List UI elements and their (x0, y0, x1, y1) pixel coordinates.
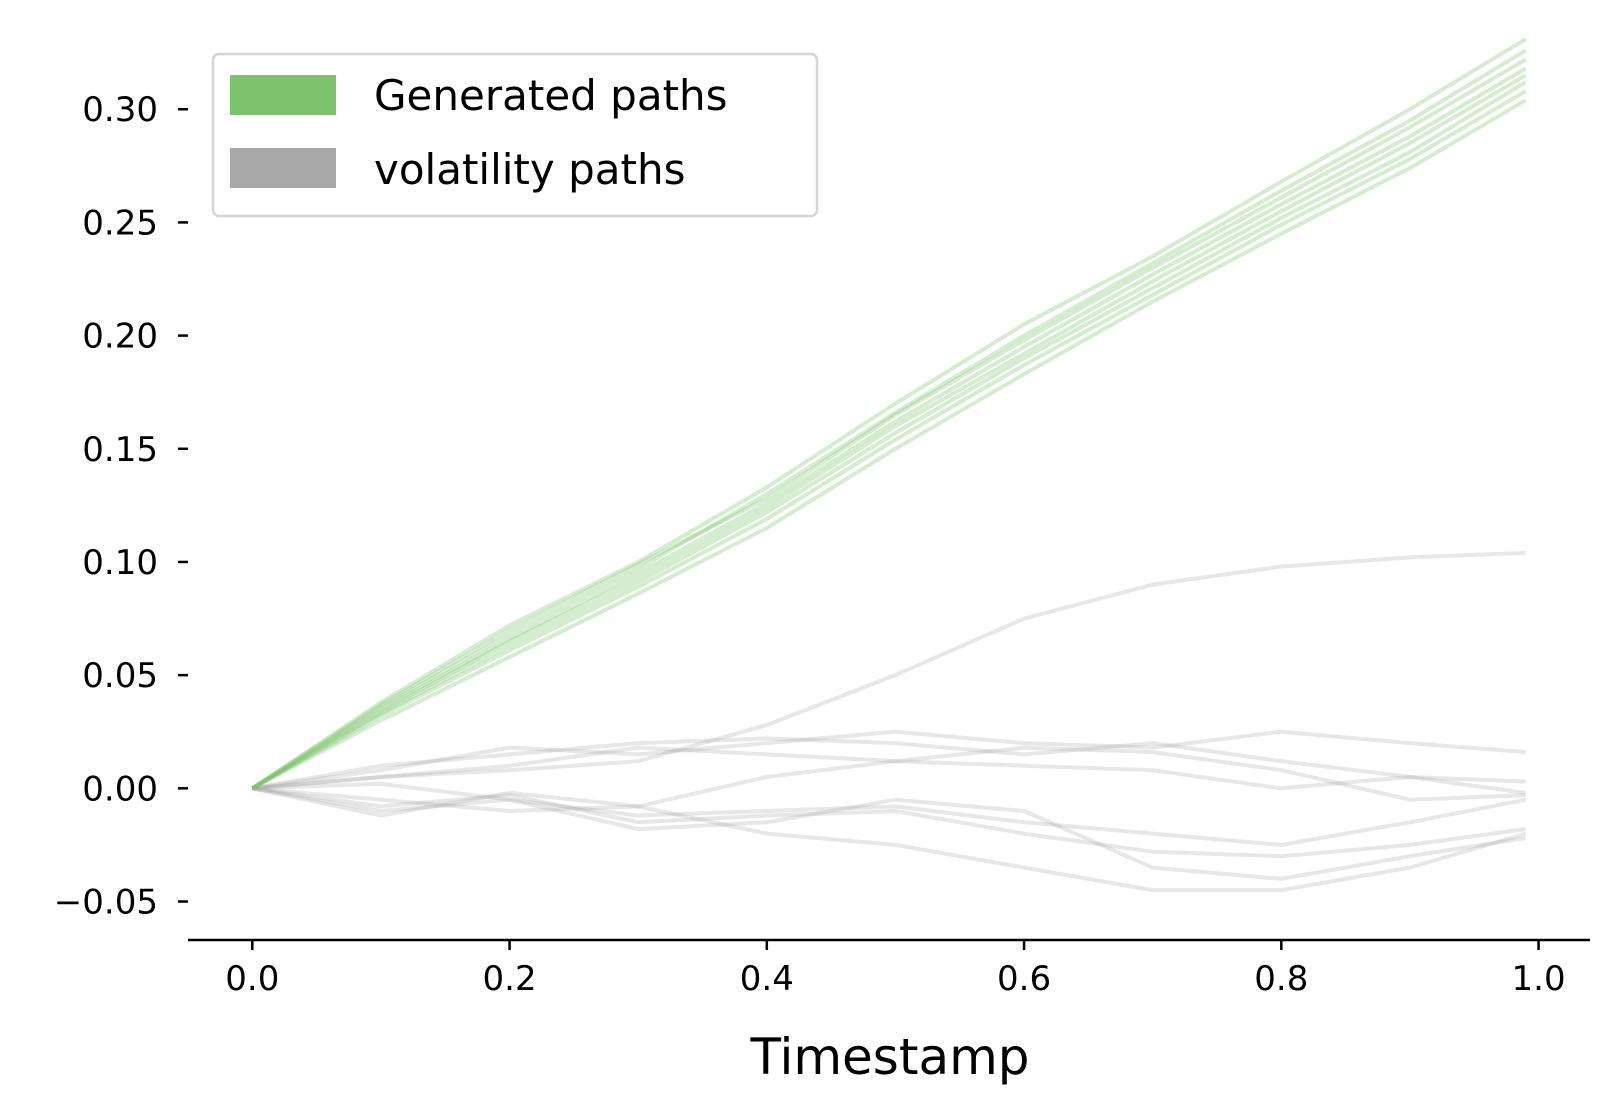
series-line-volatility-14 (252, 786, 1526, 859)
series-layer (251, 37, 1527, 893)
series-line-generated-5 (251, 80, 1527, 791)
y-tick-label: 0.10 (82, 543, 158, 583)
legend-frame (211, 52, 819, 218)
series-line-volatility-12 (252, 759, 1526, 813)
series-line-volatility-15 (251, 786, 1527, 881)
series-line-generated-6 (251, 89, 1527, 791)
series-line-generated-1 (251, 48, 1527, 790)
x-tick-label: 0.2 (483, 959, 537, 999)
y-tick-label: 0.05 (82, 656, 158, 696)
y-axis: −0.05 0.00 0.05 0.10 0.15 0.20 0.25 0.30 (54, 90, 188, 923)
series-line-volatility-10 (251, 736, 1526, 791)
x-tick-label: 0.6 (997, 959, 1051, 999)
series-line-volatility-11 (252, 745, 1526, 802)
y-tick-label: 0.15 (82, 430, 158, 470)
x-tick-label: 1.0 (1512, 959, 1566, 999)
y-tick-label: 0.00 (82, 769, 158, 809)
y-tick-label: 0.25 (82, 203, 158, 243)
y-tick-label: 0.30 (82, 90, 158, 130)
y-tick-label: 0.20 (82, 317, 158, 357)
series-line-volatility-16 (251, 786, 1527, 893)
x-tick-label: 0.0 (225, 959, 279, 999)
y-tick-label: −0.05 (54, 883, 158, 923)
legend-swatch-generated (230, 75, 336, 115)
x-tick-label: 0.8 (1254, 959, 1308, 999)
series-line-generated-7 (251, 98, 1527, 791)
series-line-volatility-13 (252, 781, 1527, 847)
x-axis-title: Timestamp (749, 1028, 1029, 1086)
series-line-generated-4 (251, 73, 1527, 791)
legend-label-volatility: volatility paths (374, 145, 685, 194)
x-tick-label: 0.4 (740, 959, 794, 999)
series-line-generated-2 (251, 57, 1527, 790)
x-axis: 0.0 0.2 0.4 0.6 0.8 1.0 (188, 938, 1590, 999)
legend-swatch-volatility (230, 148, 336, 188)
legend-label-generated: Generated paths (374, 71, 728, 120)
series-line-generated-0 (251, 37, 1527, 790)
series-line-volatility-9 (252, 729, 1526, 791)
series-line-volatility-8 (252, 550, 1526, 791)
series-line-generated-3 (251, 66, 1527, 791)
legend: Generated paths volatility paths (211, 52, 819, 218)
